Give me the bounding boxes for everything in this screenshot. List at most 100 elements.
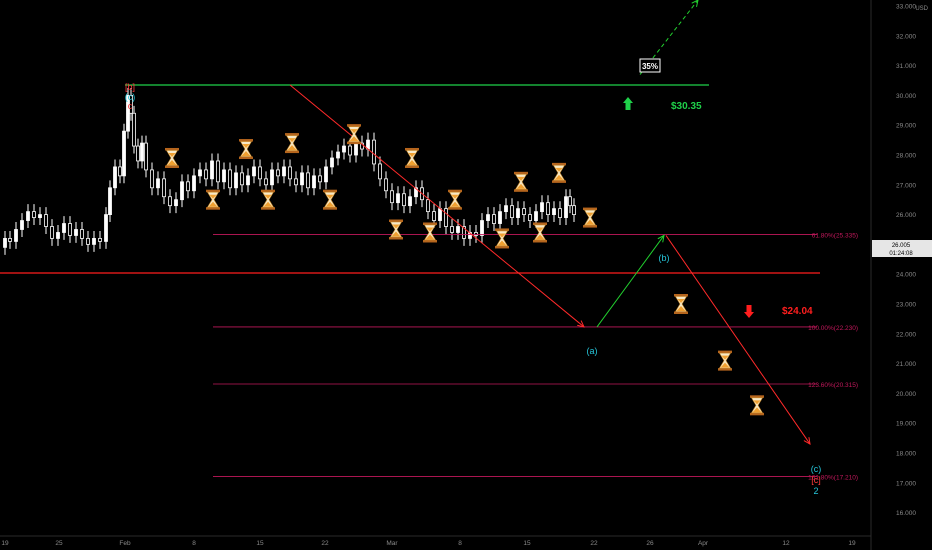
price-scale[interactable]: 33.000 32.000 31.000 30.000 29.000 28.000 27.0… (870, 0, 916, 550)
candle-body (26, 211, 30, 221)
candle-body (282, 166, 286, 177)
candle-body (104, 214, 108, 242)
hourglass-sand-bottom (349, 136, 359, 142)
wave-label-2: 2 (813, 486, 818, 496)
candle-body (426, 199, 430, 213)
down-arrow-icon (744, 305, 754, 318)
hourglass-cap-top (347, 124, 361, 127)
hourglass-icon (389, 219, 403, 240)
hourglass-glass (405, 150, 419, 166)
candle-body (474, 232, 478, 236)
hourglass-cap-top (261, 189, 275, 193)
candle-body (140, 142, 144, 162)
hourglass-icon (323, 189, 337, 210)
hourglass-cap-bottom (165, 165, 179, 168)
hourglass-markers (165, 124, 764, 416)
candle-body (14, 229, 18, 242)
price-tick-label: 20.000 (896, 391, 916, 398)
price-candles (3, 87, 576, 255)
candle-body (234, 172, 238, 189)
hourglass-sand-bottom (450, 201, 460, 207)
candle-body (252, 166, 256, 177)
time-tick-label: 19 (848, 540, 856, 547)
hourglass-cap-bottom (405, 165, 419, 168)
hourglass-cap-top (206, 189, 220, 193)
price-tick-label: 32.000 (896, 33, 916, 40)
time-tick-label: 8 (192, 540, 196, 547)
candle-body (384, 178, 388, 192)
hourglass-glass (514, 174, 528, 190)
hourglass-glass (583, 209, 597, 226)
time-tick-label: Feb (119, 540, 131, 547)
candle-body (450, 226, 454, 233)
candle-body (462, 226, 466, 239)
hourglass-cap-top (552, 162, 566, 166)
hourglass-icon (423, 222, 437, 243)
candle-body (80, 229, 84, 239)
candle-body (168, 196, 172, 207)
hourglass-sand-bottom (425, 234, 435, 240)
candle-body (510, 205, 514, 218)
fib-level-label: 61.80%(25.335) (812, 232, 858, 239)
candle-body (306, 172, 310, 189)
candle-body (32, 211, 36, 218)
hourglass-sand-bottom (407, 159, 417, 165)
hourglass-cap-bottom (423, 239, 437, 243)
candle-body (558, 208, 562, 218)
projection-arrowhead (691, 0, 699, 7)
candle-body (56, 232, 60, 239)
wave-label-b-bracket: [b] (125, 82, 135, 92)
candle-body (390, 190, 394, 204)
candle-body (438, 208, 442, 221)
candle-body (534, 211, 538, 221)
hourglass-icon (405, 147, 419, 168)
wave-label-c-bracket: [c] (811, 475, 821, 485)
hourglass-sand-top (721, 355, 729, 360)
hourglass-sand-top (586, 212, 594, 217)
candle-body (129, 95, 133, 114)
candle-body (456, 226, 460, 233)
candle-body (444, 208, 448, 227)
candle-body (396, 193, 400, 204)
price-tick-label: 22.000 (896, 331, 916, 338)
candle-body (44, 214, 48, 227)
hourglass-icon (552, 162, 566, 183)
hourglass-cap-bottom (323, 207, 337, 210)
hourglass-cap-bottom (285, 150, 299, 154)
hourglass-sand-bottom (263, 201, 273, 207)
candle-body (240, 172, 244, 186)
hourglass-cap-top (718, 350, 732, 354)
candle-body (92, 238, 96, 245)
hourglass-glass (389, 221, 403, 238)
candle-body (62, 223, 66, 233)
candle-body (3, 238, 7, 248)
hourglass-cap-top (514, 171, 528, 175)
hourglass-glass (165, 150, 179, 166)
hourglass-cap-top (533, 222, 547, 225)
percent-box: 35% (639, 58, 661, 73)
wave-label-c-minor: c (128, 101, 133, 111)
hourglass-sand-top (264, 194, 272, 199)
price-tick-label: 31.000 (896, 63, 916, 70)
fib-level-label: 123.60%(20.315) (808, 382, 858, 389)
hourglass-cap-bottom (389, 237, 403, 240)
time-tick-label: 12 (782, 540, 790, 547)
hourglass-sand-bottom (554, 174, 564, 180)
candle-body (372, 139, 376, 165)
candle-body (552, 208, 556, 215)
hourglass-glass (533, 224, 547, 241)
hourglass-glass (552, 165, 566, 181)
hourglass-cap-top (405, 147, 419, 151)
time-axis[interactable]: 19 25 Feb 8 15 22 Mar 8 15 22 26 Apr 12 19 (0, 535, 871, 547)
wave-label-b: (b) (659, 253, 670, 263)
candle-body (572, 205, 576, 216)
candle-body (264, 178, 268, 186)
hourglass-icon (514, 171, 528, 192)
time-tick-label: 15 (256, 540, 264, 547)
hourglass-glass (239, 141, 253, 157)
candle-body (378, 163, 382, 180)
hourglass-sand-top (242, 144, 250, 149)
candle-body (136, 145, 140, 162)
hourglass-icon (533, 222, 547, 243)
